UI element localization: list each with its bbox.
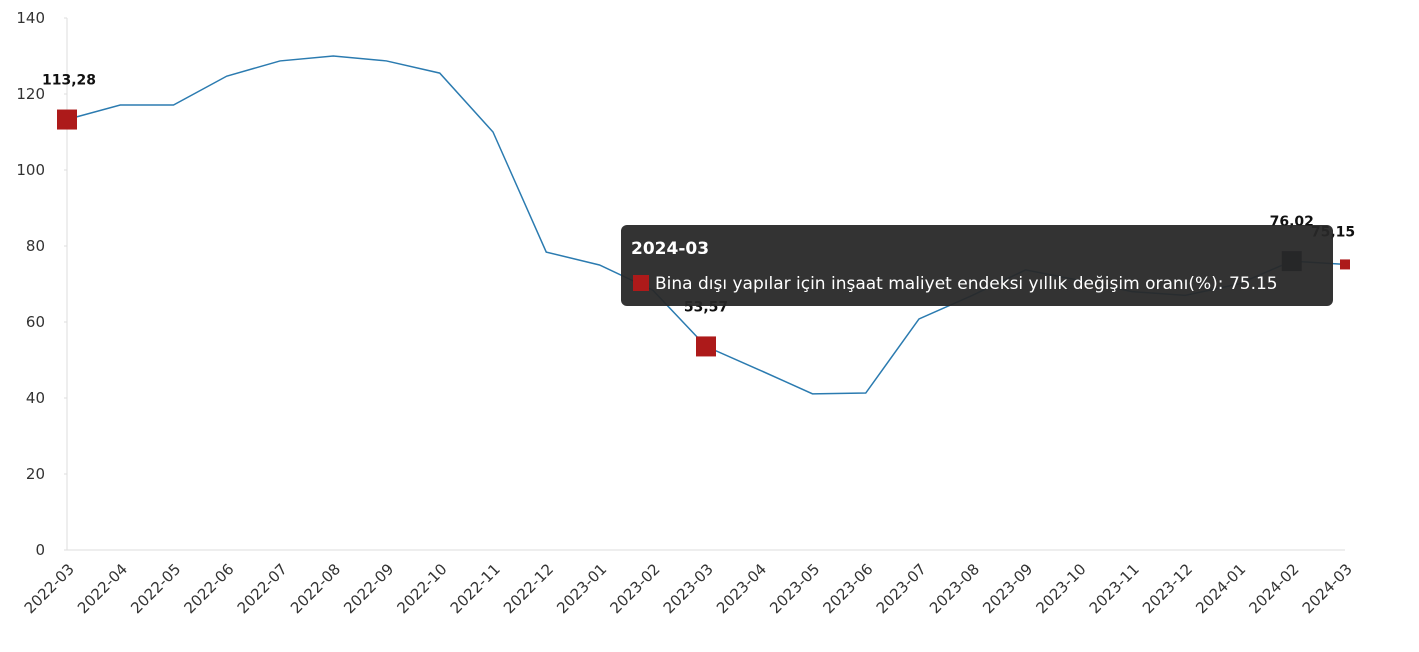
x-tick-label: 2022-11: [447, 560, 504, 617]
x-tick-label: 2022-03: [21, 560, 78, 617]
y-tick-label: 100: [16, 161, 45, 179]
x-tick-label: 2023-01: [553, 560, 610, 617]
value-label: 113,28: [42, 73, 96, 89]
x-tick-label: 2023-07: [873, 560, 930, 617]
marker: [696, 336, 716, 357]
x-tick-label: 2024-03: [1299, 560, 1356, 617]
x-tick-label: 2023-05: [766, 560, 823, 617]
marker: [57, 109, 77, 130]
tooltip-series: Bina dışı yapılar için inşaat maliyet en…: [655, 274, 1218, 294]
x-tick-label: 2023-02: [607, 560, 664, 617]
y-tick-label: 60: [26, 313, 45, 331]
x-tick-label: 2022-04: [74, 560, 131, 617]
tooltip-box: [621, 225, 1333, 306]
x-tick-label: 2023-09: [979, 560, 1036, 617]
x-tick-label: 2023-11: [1086, 560, 1143, 617]
y-tick-label: 0: [35, 541, 45, 559]
x-tick-label: 2024-02: [1246, 560, 1303, 617]
y-tick-label: 40: [26, 389, 45, 407]
tooltip-text: Bina dışı yapılar için inşaat maliyet en…: [655, 274, 1278, 294]
x-tick-label: 2023-04: [713, 560, 770, 617]
y-tick-label: 140: [16, 9, 45, 27]
y-tick-label: 120: [16, 85, 45, 103]
x-tick-label: 2023-10: [1033, 560, 1090, 617]
y-tick-label: 20: [26, 465, 45, 483]
x-tick-label: 2023-06: [820, 560, 877, 617]
y-tick-label: 80: [26, 237, 45, 255]
x-tick-label: 2022-10: [394, 560, 451, 617]
x-tick-label: 2022-12: [500, 560, 557, 617]
tooltip-swatch: [633, 275, 649, 291]
x-tick-label: 2022-05: [127, 560, 184, 617]
x-tick-label: 2022-08: [287, 560, 344, 617]
x-tick-label: 2023-08: [926, 560, 983, 617]
marker: [1340, 259, 1350, 270]
x-tick-label: 2022-06: [181, 560, 238, 617]
x-tick-label: 2022-07: [234, 560, 291, 617]
tooltip: 2024-03 Bina dışı yapılar için inşaat mal…: [621, 225, 1333, 306]
x-tick-label: 2023-12: [1139, 560, 1196, 617]
x-tick-label: 2024-01: [1192, 560, 1249, 617]
tooltip-title: 2024-03: [631, 239, 709, 259]
x-tick-label: 2023-03: [660, 560, 717, 617]
tooltip-value: 75.15: [1229, 274, 1278, 294]
x-tick-label: 2022-09: [340, 560, 397, 617]
tooltip-sep: :: [1218, 274, 1229, 294]
